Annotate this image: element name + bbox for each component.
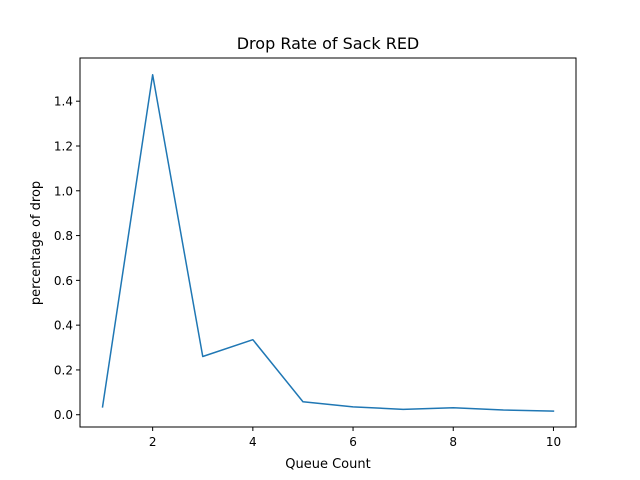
y-tick-label: 0.6 — [54, 274, 73, 288]
y-tick-label: 0.0 — [54, 408, 73, 422]
y-tick-label: 0.4 — [54, 319, 73, 333]
x-tick-label: 2 — [149, 435, 157, 449]
plot-area — [101, 74, 555, 412]
x-tick-label: 4 — [249, 435, 257, 449]
y-tick-label: 1.2 — [54, 139, 73, 153]
series-line — [101, 74, 555, 412]
chart-title: Drop Rate of Sack RED — [237, 34, 420, 53]
y-axis-ticks: 0.0 0.2 0.4 0.6 0.8 1.0 1.2 1.4 — [54, 95, 80, 422]
x-tick-label: 6 — [349, 435, 357, 449]
y-axis-label: percentage of drop — [29, 181, 44, 305]
x-tick-label: 8 — [449, 435, 457, 449]
x-axis-ticks: 2 4 6 8 10 — [149, 427, 561, 449]
y-tick-label: 1.0 — [54, 184, 73, 198]
x-tick-label: 10 — [546, 435, 561, 449]
plot-frame — [79, 57, 577, 428]
y-tick-label: 0.2 — [54, 363, 73, 377]
y-tick-label: 1.4 — [54, 95, 73, 109]
x-axis-label: Queue Count — [285, 457, 370, 472]
y-tick-label: 0.8 — [54, 229, 73, 243]
